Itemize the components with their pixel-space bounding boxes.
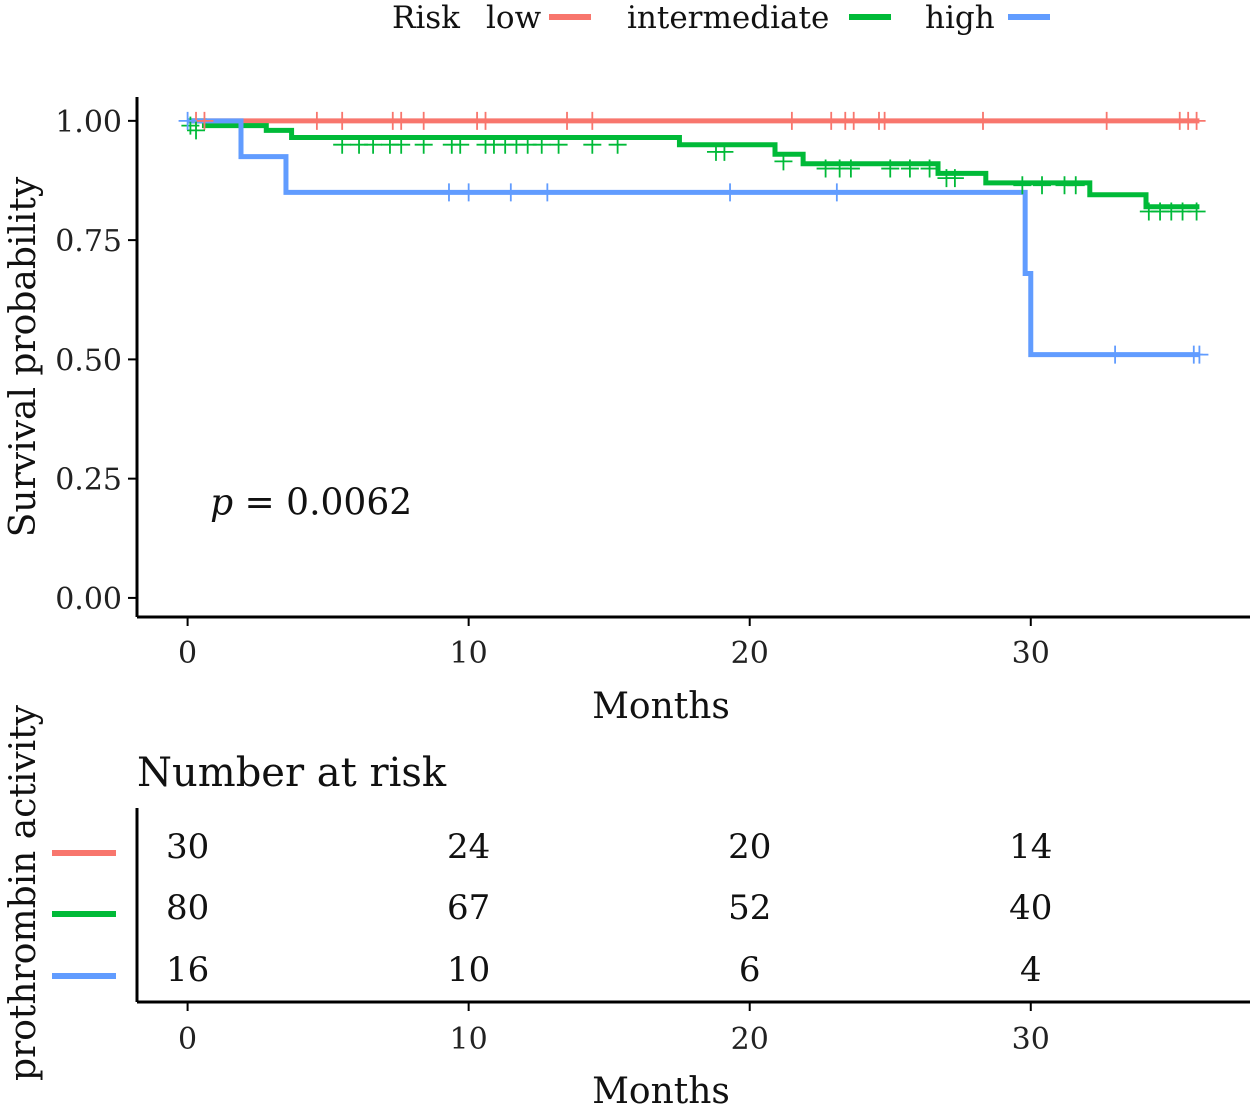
censor-mark-intermediate xyxy=(1066,176,1085,195)
censor-mark-intermediate xyxy=(583,135,602,154)
censor-mark-intermediate xyxy=(945,169,964,188)
censor-mark-low xyxy=(307,111,326,130)
p-value-annotation: p = 0.0062 xyxy=(210,483,412,524)
risk-table-title: Number at risk xyxy=(137,750,447,796)
censor-mark-low xyxy=(333,111,352,130)
survival-curve-intermediate xyxy=(187,118,1200,210)
x-ticks: 0 10 20 30 xyxy=(178,617,1050,671)
risk-count-low: 24 xyxy=(447,827,490,867)
risk-x-tick-label: 30 xyxy=(1012,1022,1050,1057)
legend-label-high: high xyxy=(925,0,995,36)
risk-table-y-title: prothrombin activity xyxy=(3,704,44,1081)
x-tick-label: 10 xyxy=(450,636,488,671)
risk-count-intermediate: 52 xyxy=(728,888,771,928)
risk-count-low: 14 xyxy=(1009,827,1052,867)
y-tick-label: 0.50 xyxy=(55,343,122,378)
censor-mark-low xyxy=(476,111,495,130)
censor-mark-low xyxy=(875,111,894,130)
censor-mark-intermediate xyxy=(1013,176,1032,195)
censor-mark-high xyxy=(501,183,520,202)
y-tick-label: 0.00 xyxy=(55,582,122,617)
censor-mark-low xyxy=(1187,111,1206,130)
censor-mark-low xyxy=(195,111,214,130)
legend: Risk low intermediate high xyxy=(392,0,1050,36)
censor-mark-intermediate xyxy=(532,135,551,154)
x-tick-label: 30 xyxy=(1012,636,1050,671)
censor-mark-high xyxy=(178,111,197,130)
risk-table-x-ticks: 0 10 20 30 xyxy=(178,1002,1050,1057)
risk-table-x-title: Months xyxy=(592,1071,730,1107)
x-tick-label: 0 xyxy=(178,636,197,671)
censor-mark-intermediate xyxy=(414,135,433,154)
risk-count-intermediate: 40 xyxy=(1009,888,1052,928)
censor-mark-intermediate xyxy=(392,135,411,154)
censor-mark-intermediate xyxy=(715,142,734,161)
y-tick-label: 1.00 xyxy=(55,105,122,140)
p-value-symbol: p xyxy=(210,483,233,524)
censor-mark-low xyxy=(392,111,411,130)
p-value-text: = 0.0062 xyxy=(233,483,412,524)
censor-mark-low xyxy=(558,111,577,130)
y-tick-label: 0.75 xyxy=(55,224,122,259)
survival-curves xyxy=(187,118,1200,358)
censor-mark-intermediate xyxy=(774,152,793,171)
censor-mark-intermediate xyxy=(841,159,860,178)
censor-mark-high xyxy=(721,183,740,202)
risk-count-low: 20 xyxy=(728,827,771,867)
censor-mark-intermediate xyxy=(881,159,900,178)
censor-mark-low xyxy=(782,111,801,130)
km-plot: 0.000.250.500.751.00 0 10 20 30 p = 0.0062 … xyxy=(3,97,1250,727)
censor-mark-intermediate xyxy=(333,135,352,154)
censor-mark-high xyxy=(827,183,846,202)
risk-count-high: 10 xyxy=(447,950,490,990)
risk-count-intermediate: 80 xyxy=(166,888,209,928)
censor-mark-intermediate xyxy=(1033,176,1052,195)
censor-mark-low xyxy=(973,111,992,130)
censor-mark-high xyxy=(1190,345,1209,364)
censor-mark-low xyxy=(844,111,863,130)
risk-count-high: 4 xyxy=(1020,950,1042,990)
y-tick-label: 0.25 xyxy=(55,463,122,498)
risk-count-intermediate: 67 xyxy=(447,888,490,928)
censor-mark-low xyxy=(583,111,602,130)
legend-label-low: low xyxy=(486,0,542,36)
censor-marks xyxy=(178,111,1209,364)
censor-mark-intermediate xyxy=(1187,202,1206,221)
legend-title: Risk xyxy=(392,0,460,36)
censor-mark-low xyxy=(1097,111,1116,130)
risk-x-tick-label: 0 xyxy=(178,1022,197,1057)
y-ticks: 0.00 0.25 0.50 0.75 1.00 xyxy=(55,105,137,617)
y-axis-title: Survival probability xyxy=(3,176,44,537)
survival-curve-high xyxy=(187,118,1200,358)
censor-mark-intermediate xyxy=(608,135,627,154)
censor-mark-intermediate xyxy=(920,159,939,178)
censor-mark-high xyxy=(439,183,458,202)
censor-mark-intermediate xyxy=(364,135,383,154)
risk-count-low: 30 xyxy=(166,827,209,867)
risk-table-cells: 30 24 20 14 80 67 52 40 16 10 6 4 xyxy=(166,827,1052,990)
legend-label-intermediate: intermediate xyxy=(627,0,829,36)
risk-table: Number at risk prothrombin activity 30 24… xyxy=(3,704,1250,1107)
risk-count-high: 6 xyxy=(739,950,761,990)
x-axis-title: Months xyxy=(592,686,730,727)
risk-x-tick-label: 20 xyxy=(731,1022,769,1057)
risk-x-tick-label: 10 xyxy=(450,1022,488,1057)
censor-mark-intermediate xyxy=(549,135,568,154)
censor-mark-high xyxy=(459,183,478,202)
x-tick-label: 20 xyxy=(731,636,769,671)
censor-mark-high xyxy=(538,183,557,202)
censor-mark-high xyxy=(1106,345,1125,364)
censor-mark-intermediate xyxy=(187,121,206,140)
censor-mark-intermediate xyxy=(451,135,470,154)
censor-mark-intermediate xyxy=(900,159,919,178)
risk-count-high: 16 xyxy=(166,950,209,990)
censor-mark-low xyxy=(414,111,433,130)
